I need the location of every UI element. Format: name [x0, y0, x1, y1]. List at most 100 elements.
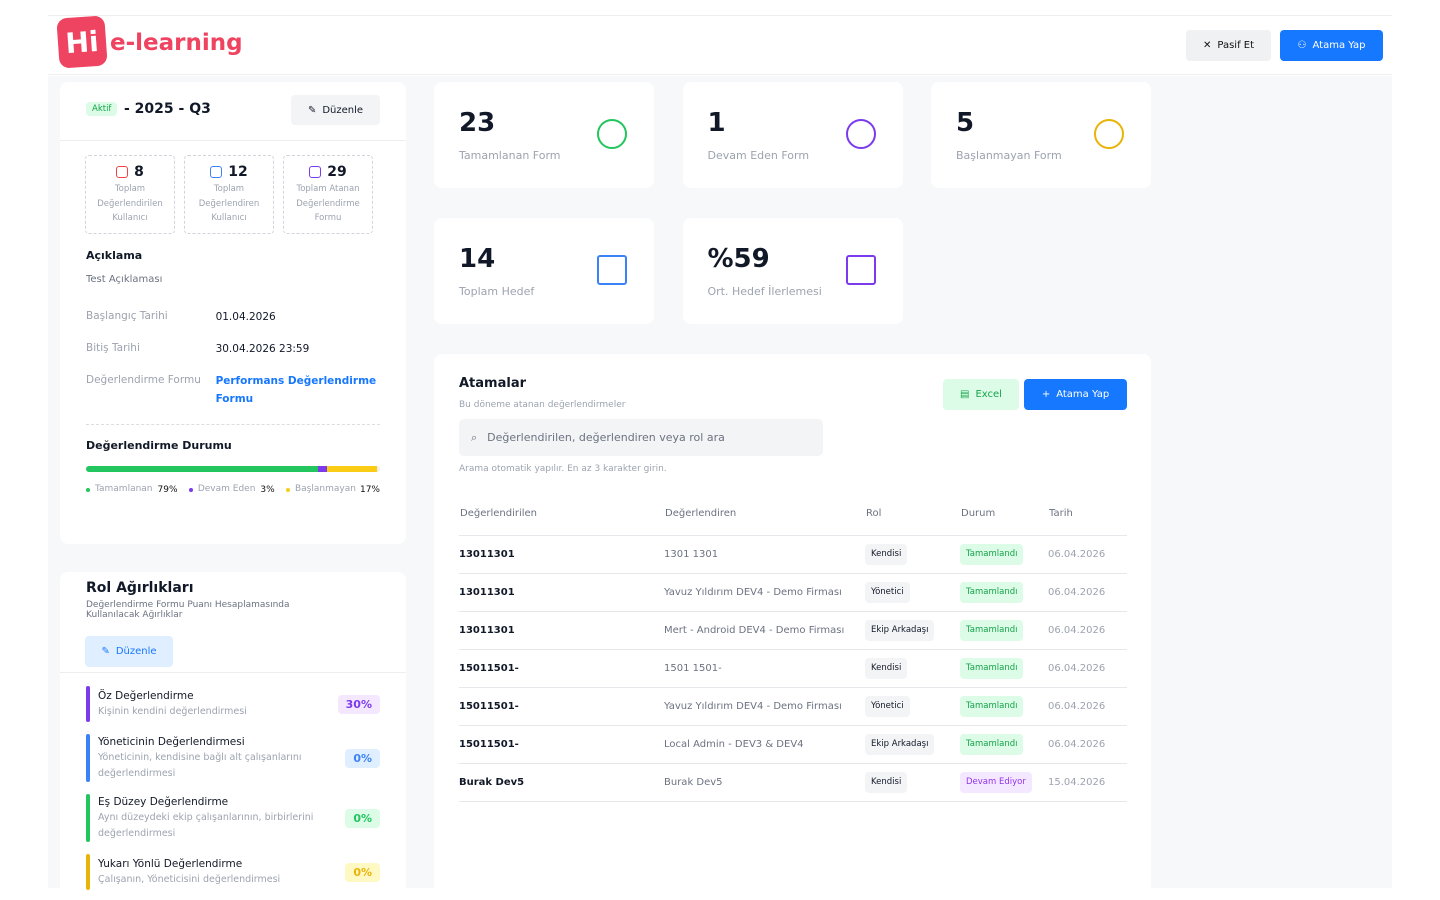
evaluator: Burak Dev5: [664, 763, 865, 802]
assign-button[interactable]: ⚇ Atama Yap: [1280, 30, 1383, 61]
role-description: Kişinin kendini değerlendirmesi: [98, 706, 247, 717]
detail-value[interactable]: Performans Değerlendirme Formu: [215, 375, 377, 405]
stat-card: %59 Ort. Hedef İlerlemesi: [682, 218, 903, 324]
evaluator: Yavuz Yıldırım DEV4 - Demo Firması: [664, 687, 865, 726]
status-cell: Tamamlandı: [960, 611, 1048, 650]
role-pill: Kendisi: [865, 771, 908, 793]
search-hint: Arama otomatik yapılır. En az 3 karakter…: [459, 464, 667, 474]
count-head: 8: [86, 164, 174, 180]
counts: 8 Toplam Değerlendirilen Kullanıcı 12 Topla…: [85, 155, 373, 234]
stat-icon: [845, 119, 876, 149]
role-pill: Ekip Arkadaşı: [865, 619, 935, 641]
count-head: 29: [284, 164, 372, 180]
role-pill: Yönetici: [865, 695, 910, 717]
status-cell: Tamamlandı: [960, 535, 1048, 574]
role-weight: 0%: [345, 808, 380, 828]
legend-value: 17%: [359, 484, 380, 495]
count-label: Toplam Değerlendiren Kullanıcı: [198, 184, 260, 223]
role-text: Yöneticinin Değerlendirmesi Yöneticinin, …: [86, 734, 330, 782]
stat-card: 23 Tamamlanan Form: [434, 82, 654, 188]
assign-button[interactable]: + Atama Yap: [1024, 379, 1127, 410]
table-row: 13011301 Yavuz Yıldırım DEV4 - Demo Firma…: [459, 573, 1127, 612]
column-header[interactable]: Rol: [865, 493, 960, 536]
count-value: 8: [134, 164, 144, 180]
assign-label: Atama Yap: [1056, 389, 1110, 400]
status-cell: Tamamlandı: [960, 649, 1048, 688]
stat-icon: [597, 255, 627, 285]
assignments-subtitle: Bu döneme atanan değerlendirmeler: [459, 400, 626, 410]
stat-label: Toplam Hedef: [459, 285, 535, 298]
date: 06.04.2026: [1048, 611, 1127, 650]
detail-row: Başlangıç Tarihi 01.04.2026: [86, 308, 380, 326]
table-row: 15011501- Yavuz Yıldırım DEV4 - Demo Firm…: [459, 687, 1127, 726]
count-icon: [116, 166, 129, 178]
column-header[interactable]: Durum: [960, 493, 1048, 536]
status-pill: Tamamlandı: [960, 657, 1024, 679]
excel-label: Excel: [975, 389, 1002, 400]
count-label: Toplam Atanan Değerlendirme Formu: [296, 184, 360, 223]
progress-segment: [318, 466, 328, 472]
column-header[interactable]: Tarih: [1048, 493, 1127, 536]
detail-value: 01.04.2026: [215, 311, 276, 323]
detail-value: 30.04.2026 23:59: [215, 343, 310, 355]
evaluator: Yavuz Yıldırım DEV4 - Demo Firması: [664, 573, 865, 612]
column-header[interactable]: Değerlendiren: [664, 493, 865, 536]
divider: [60, 672, 406, 673]
role-pill: Kendisi: [865, 543, 908, 565]
legend-item: Tamamlanan 79%: [86, 482, 178, 497]
stat-icon: [845, 255, 876, 285]
evaluator: Mert - Android DEV4 - Demo Firması: [664, 611, 865, 650]
date: 15.04.2026: [1048, 763, 1127, 802]
stat-value: %59: [707, 244, 770, 274]
evaluator: 1301 1301: [664, 535, 865, 574]
role-cell: Ekip Arkadaşı: [865, 611, 960, 650]
role-row: Yukarı Yönlü Değerlendirme Çalışanın, Yön…: [86, 854, 380, 890]
legend-item: Devam Eden 3%: [188, 482, 275, 497]
search-input[interactable]: ⌕ Değerlendirilen, değerlendiren veya rol…: [459, 419, 823, 456]
assign-label: Atama Yap: [1312, 40, 1366, 51]
roles-title: Rol Ağırlıkları: [86, 580, 194, 596]
role-row: Öz Değerlendirme Kişinin kendini değerlen…: [86, 686, 380, 722]
progress-segment: [327, 466, 378, 472]
roles-subtitle: Değerlendirme Formu Puanı Hesaplamasında…: [86, 600, 290, 620]
deactivate-button[interactable]: ✕ Pasif Et: [1186, 30, 1271, 61]
divider: [86, 424, 380, 425]
status-pill: Tamamlandı: [960, 733, 1024, 755]
stat-value: 23: [459, 108, 496, 138]
role-weight: 0%: [345, 862, 380, 882]
role-cell: Yönetici: [865, 573, 960, 612]
role-cell: Kendisi: [865, 535, 960, 574]
count-label: Toplam Değerlendirilen Kullanıcı: [97, 184, 163, 223]
status-pill: Tamamlandı: [960, 581, 1024, 603]
table-row: 15011501- Local Admin - DEV3 & DEV4 Ekip A…: [459, 725, 1127, 764]
role-row: Yöneticinin Değerlendirmesi Yöneticinin, …: [86, 734, 380, 782]
role-color: [86, 686, 90, 722]
evaluated: 15011501-: [459, 649, 664, 688]
status-cell: Tamamlandı: [960, 687, 1048, 726]
detail-label: Başlangıç Tarihi: [86, 310, 168, 322]
roles-edit-button[interactable]: ✎ Düzenle: [85, 636, 173, 667]
detail-row: Değerlendirme Formu Performans Değerlendi…: [86, 372, 380, 408]
stat-label: Tamamlanan Form: [459, 149, 561, 162]
stat-value: 14: [459, 244, 496, 274]
legend-dot: [86, 487, 90, 492]
role-text: Yukarı Yönlü Değerlendirme Çalışanın, Yön…: [86, 856, 330, 888]
evaluated: Burak Dev5: [459, 763, 664, 802]
status-cell: Devam Ediyor: [960, 763, 1048, 802]
logo-mark: Hi: [56, 15, 108, 69]
stat-value: 1: [707, 108, 726, 138]
edit-label: Düzenle: [322, 104, 364, 116]
edit-button[interactable]: ✎ Düzenle: [291, 95, 380, 125]
excel-button[interactable]: ▤ Excel: [943, 379, 1019, 410]
column-header[interactable]: Değerlendirilen: [459, 493, 664, 536]
stat-label: Başlanmayan Form: [956, 149, 1062, 162]
role-name: Yukarı Yönlü Değerlendirme: [98, 858, 243, 870]
legend-item: Başlanmayan 17%: [285, 482, 380, 497]
role-description: Yöneticinin, kendisine bağlı alt çalışan…: [98, 752, 302, 779]
search-placeholder: Değerlendirilen, değerlendiren veya rol …: [487, 431, 725, 444]
period-card: Aktif - 2025 - Q3 ✎ Düzenle 8 Toplam Değer…: [60, 82, 406, 544]
assignments-title: Atamalar: [459, 376, 527, 391]
status-pill: Devam Ediyor: [960, 771, 1032, 793]
stat-card: 1 Devam Eden Form: [682, 82, 903, 188]
